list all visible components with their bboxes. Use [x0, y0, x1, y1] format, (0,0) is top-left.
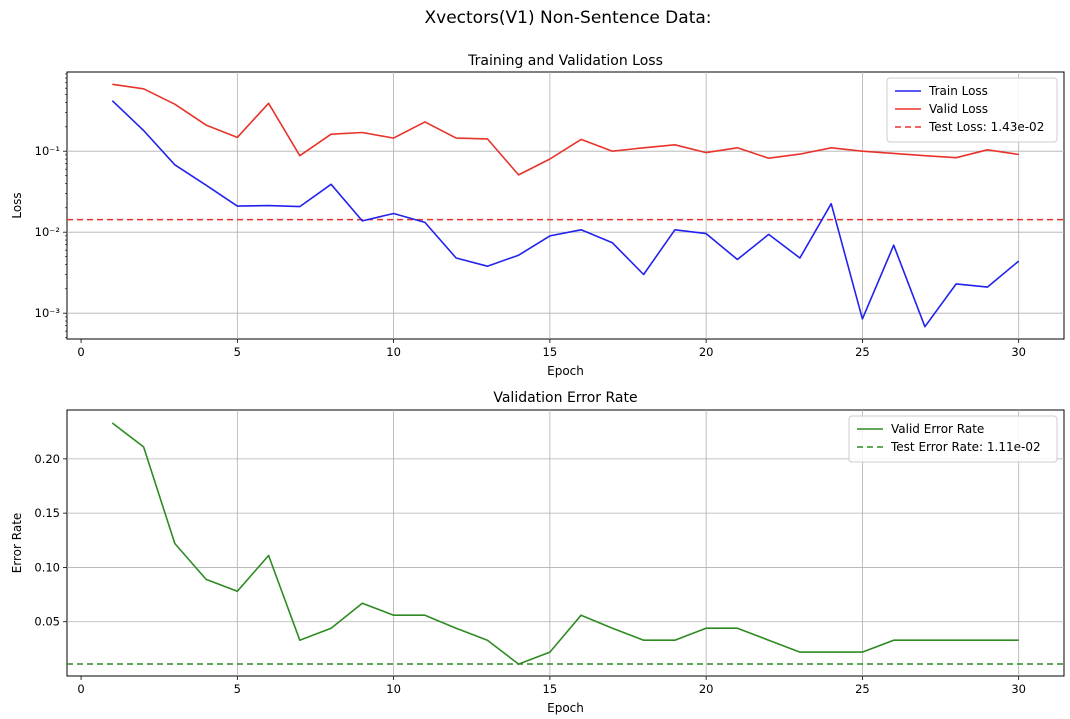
- error-rate-legend-label: Test Error Rate: 1.11e-02: [890, 440, 1041, 454]
- error-rate-legend: Valid Error Rate Test Error Rate: 1.11e-0…: [848, 415, 1058, 463]
- error-rate-y-tick-label: 0.10: [34, 560, 60, 574]
- loss-y-tick-label: 10⁻¹: [35, 144, 60, 158]
- error-rate-y-tick-label: 0.20: [34, 452, 60, 466]
- error-rate-legend-frame: [848, 415, 1058, 463]
- loss-legend-label: Valid Loss: [929, 102, 988, 116]
- loss-x-tick-label: 25: [855, 345, 870, 359]
- loss-x-tick-label: 30: [1011, 345, 1026, 359]
- loss-series-line: [112, 83, 1019, 176]
- loss-legend-frame: [886, 77, 1058, 143]
- loss-x-tick-label: 20: [699, 345, 714, 359]
- loss-y-axis-label: Loss: [10, 192, 24, 218]
- loss-x-tick-label: 0: [77, 345, 84, 359]
- error-rate-y-tick-label: 0.05: [34, 615, 60, 629]
- error-rate-y-tick-label: 0.15: [34, 506, 60, 520]
- loss-series-line: [111, 100, 1020, 328]
- loss-chart-title: Training and Validation Loss: [467, 53, 663, 69]
- error-rate-chart-title: Validation Error Rate: [493, 390, 637, 406]
- error-rate-x-tick-label: 5: [234, 682, 241, 696]
- loss-legend-label: Test Loss: 1.43e-02: [928, 120, 1044, 134]
- loss-x-axis-label: Epoch: [547, 364, 584, 378]
- error-rate-x-tick-label: 10: [386, 682, 401, 696]
- error-rate-x-tick-label: 20: [699, 682, 714, 696]
- loss-legend-label: Train Loss: [928, 84, 988, 98]
- error-rate-series-line: [111, 422, 1019, 665]
- loss-x-tick-label: 15: [543, 345, 558, 359]
- loss-legend: Train Loss Valid Loss Test Loss: 1.43e-02: [886, 77, 1058, 143]
- loss-x-tick-label: 10: [386, 345, 401, 359]
- error-rate-chart: Validation Error Rate Epoch Error Rate 0…: [10, 390, 1065, 715]
- error-rate-x-tick-label: 25: [855, 682, 870, 696]
- loss-chart: Training and Validation Loss Epoch Loss …: [10, 53, 1065, 378]
- error-rate-x-tick-label: 15: [543, 682, 558, 696]
- figure-suptitle: Xvectors(V1) Non-Sentence Data:: [424, 8, 711, 28]
- error-rate-x-tick-label: 0: [77, 682, 84, 696]
- loss-x-tick-label: 5: [234, 345, 241, 359]
- error-rate-x-tick-label: 30: [1011, 682, 1026, 696]
- error-rate-x-axis-label: Epoch: [547, 701, 584, 715]
- error-rate-legend-label: Valid Error Rate: [891, 422, 984, 436]
- error-rate-y-axis-label: Error Rate: [10, 513, 24, 574]
- loss-y-tick-label: 10⁻³: [35, 306, 61, 320]
- loss-y-tick-label: 10⁻²: [35, 225, 60, 239]
